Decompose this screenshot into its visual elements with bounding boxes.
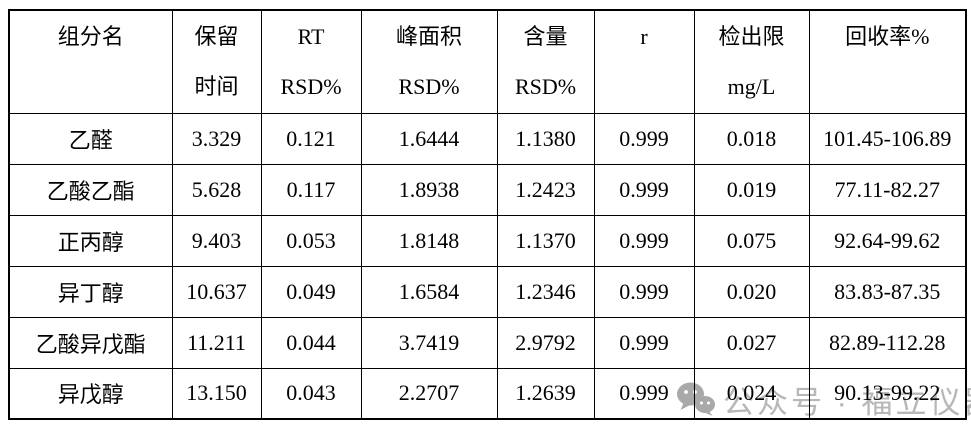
cell-detection-limit: 0.075 xyxy=(693,214,810,267)
table-row: 乙酸乙酯 5.628 0.117 1.8938 1.2423 0.999 0.0… xyxy=(8,163,967,216)
header-line1: 峰面积 xyxy=(395,24,462,49)
header-line2 xyxy=(10,61,171,111)
cell-r: 0.999 xyxy=(593,163,695,216)
cell-recovery: 90.13-99.22 xyxy=(808,367,967,420)
cell-recovery: 92.64-99.62 xyxy=(808,214,967,267)
header-line2 xyxy=(595,61,693,111)
header-line2: 时间 xyxy=(194,74,239,99)
col-header-content-rsd: 含量 RSD% xyxy=(496,9,595,114)
cell-retention-time: 11.211 xyxy=(171,316,262,369)
header-line1: r xyxy=(640,24,648,49)
col-header-r: r xyxy=(593,9,695,114)
cell-content-rsd: 1.1380 xyxy=(496,112,595,165)
cell-rt-rsd: 0.049 xyxy=(260,265,362,318)
header-line2: RSD% xyxy=(514,74,577,99)
table-row: 乙醛 3.329 0.121 1.6444 1.1380 0.999 0.018… xyxy=(8,112,967,165)
cell-component: 正丙醇 xyxy=(8,214,173,267)
cell-r: 0.999 xyxy=(593,214,695,267)
header-row: 组分名 保留 时间 RT RSD% 峰面积 RSD% 含量 RSD% xyxy=(8,9,967,114)
cell-r: 0.999 xyxy=(593,316,695,369)
cell-r: 0.999 xyxy=(593,265,695,318)
cell-content-rsd: 2.9792 xyxy=(496,316,595,369)
cell-retention-time: 5.628 xyxy=(171,163,262,216)
col-header-recovery: 回收率% xyxy=(808,9,967,114)
header-line1: 回收率% xyxy=(845,24,930,49)
cell-rt-rsd: 0.053 xyxy=(260,214,362,267)
cell-content-rsd: 1.2423 xyxy=(496,163,595,216)
header-line1: 保留 xyxy=(194,24,239,49)
cell-retention-time: 9.403 xyxy=(171,214,262,267)
header-line2: mg/L xyxy=(727,74,776,99)
col-header-rt-rsd: RT RSD% xyxy=(260,9,362,114)
table-row: 异戊醇 13.150 0.043 2.2707 1.2639 0.999 0.0… xyxy=(8,367,967,420)
results-table: 组分名 保留 时间 RT RSD% 峰面积 RSD% 含量 RSD% xyxy=(8,9,967,420)
cell-detection-limit: 0.019 xyxy=(693,163,810,216)
header-line1: 含量 xyxy=(523,24,568,49)
cell-peak-area-rsd: 1.6444 xyxy=(360,112,498,165)
cell-detection-limit: 0.018 xyxy=(693,112,810,165)
header-line2 xyxy=(810,61,965,111)
cell-recovery: 83.83-87.35 xyxy=(808,265,967,318)
cell-recovery: 101.45-106.89 xyxy=(808,112,967,165)
cell-peak-area-rsd: 1.8148 xyxy=(360,214,498,267)
table-row: 乙酸异戊酯 11.211 0.044 3.7419 2.9792 0.999 0… xyxy=(8,316,967,369)
header-line1: 检出限 xyxy=(718,24,785,49)
cell-peak-area-rsd: 1.8938 xyxy=(360,163,498,216)
header-line2: RSD% xyxy=(398,74,460,99)
cell-retention-time: 3.329 xyxy=(171,112,262,165)
col-header-retention-time: 保留 时间 xyxy=(171,9,262,114)
cell-peak-area-rsd: 2.2707 xyxy=(360,367,498,420)
col-header-detection-limit: 检出限 mg/L xyxy=(693,9,810,114)
table-row: 正丙醇 9.403 0.053 1.8148 1.1370 0.999 0.07… xyxy=(8,214,967,267)
cell-detection-limit: 0.020 xyxy=(693,265,810,318)
header-line2: RSD% xyxy=(280,74,342,99)
col-header-peak-area-rsd: 峰面积 RSD% xyxy=(360,9,498,114)
col-header-component: 组分名 xyxy=(8,9,173,114)
cell-recovery: 82.89-112.28 xyxy=(808,316,967,369)
cell-content-rsd: 1.2346 xyxy=(496,265,595,318)
cell-content-rsd: 1.1370 xyxy=(496,214,595,267)
cell-detection-limit: 0.027 xyxy=(693,316,810,369)
header-line1: RT xyxy=(297,24,325,49)
cell-component: 乙醛 xyxy=(8,112,173,165)
cell-retention-time: 10.637 xyxy=(171,265,262,318)
cell-detection-limit: 0.024 xyxy=(693,367,810,420)
cell-peak-area-rsd: 1.6584 xyxy=(360,265,498,318)
cell-rt-rsd: 0.117 xyxy=(260,163,362,216)
cell-content-rsd: 1.2639 xyxy=(496,367,595,420)
table-row: 异丁醇 10.637 0.049 1.6584 1.2346 0.999 0.0… xyxy=(8,265,967,318)
cell-rt-rsd: 0.044 xyxy=(260,316,362,369)
cell-component: 乙酸乙酯 xyxy=(8,163,173,216)
cell-r: 0.999 xyxy=(593,367,695,420)
cell-recovery: 77.11-82.27 xyxy=(808,163,967,216)
cell-rt-rsd: 0.043 xyxy=(260,367,362,420)
header-line1: 组分名 xyxy=(57,24,124,49)
cell-peak-area-rsd: 3.7419 xyxy=(360,316,498,369)
cell-component: 乙酸异戊酯 xyxy=(8,316,173,369)
cell-r: 0.999 xyxy=(593,112,695,165)
cell-component: 异丁醇 xyxy=(8,265,173,318)
cell-rt-rsd: 0.121 xyxy=(260,112,362,165)
cell-component: 异戊醇 xyxy=(8,367,173,420)
cell-retention-time: 13.150 xyxy=(171,367,262,420)
